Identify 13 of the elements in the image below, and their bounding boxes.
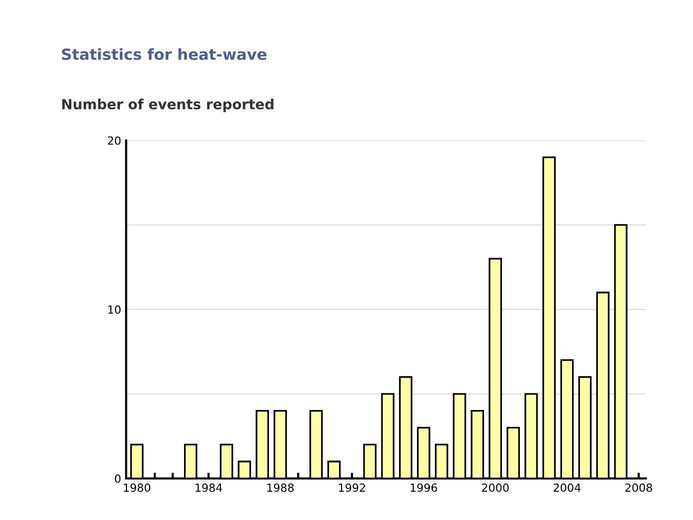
chart-title: Statistics for heat-wave <box>62 48 266 60</box>
y-tick-label: 10 <box>108 305 121 314</box>
chart-subtitle: Number of events reported <box>62 98 274 112</box>
x-tick-label: 2000 <box>482 483 509 492</box>
x-tick-label: 2004 <box>554 483 581 492</box>
x-tick-label: 2008 <box>625 483 652 492</box>
y-tick-label: 20 <box>108 136 121 145</box>
x-tick-label: 1988 <box>267 483 294 492</box>
y-tick-label: 0 <box>114 474 121 483</box>
x-tick-label: 1980 <box>124 483 150 492</box>
x-tick-label: 1984 <box>196 483 222 492</box>
x-tick-label: 1996 <box>410 483 438 492</box>
x-tick-label: 1992 <box>339 483 365 492</box>
